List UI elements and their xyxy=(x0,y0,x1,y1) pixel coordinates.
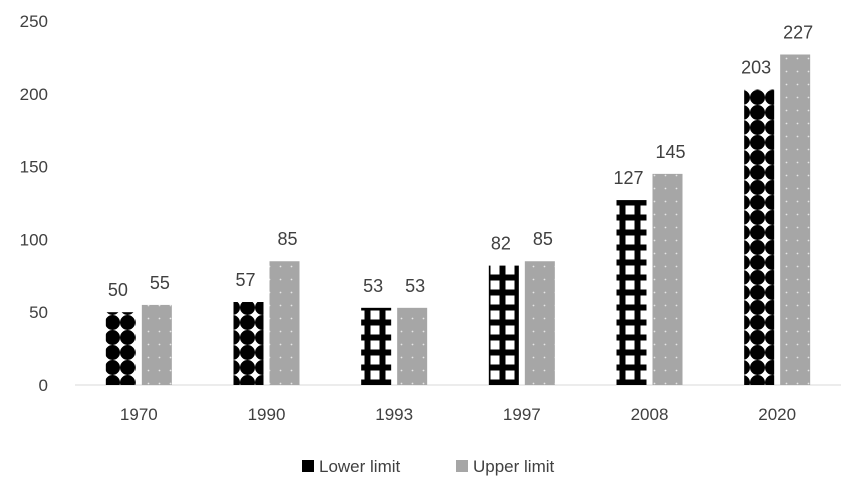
bar-lower-limit-1993 xyxy=(361,307,392,385)
data-labels: 50 55 57 85 53 53 82 85 127 145 203 227 xyxy=(108,22,813,300)
x-tick-label: 2008 xyxy=(631,405,669,424)
data-label-upper-limit-2008: 145 xyxy=(655,142,685,162)
x-tick-label: 1990 xyxy=(248,405,286,424)
x-tick-label: 1997 xyxy=(503,405,541,424)
y-tick-label: 50 xyxy=(29,303,48,322)
y-tick-label: 200 xyxy=(20,85,48,104)
bar-upper-limit-1997 xyxy=(524,261,555,385)
legend-swatch-upper-limit xyxy=(456,460,468,472)
data-label-lower-limit-1997: 82 xyxy=(491,234,511,254)
y-axis-tick-labels: 0 50 100 150 200 250 xyxy=(20,12,48,395)
legend-swatch-lower-limit xyxy=(302,460,314,472)
x-tick-label: 1970 xyxy=(120,405,158,424)
bar-lower-limit-1997 xyxy=(488,265,519,385)
bar-upper-limit-1990 xyxy=(269,261,300,385)
data-label-upper-limit-2020: 227 xyxy=(783,22,813,42)
y-tick-label: 0 xyxy=(39,376,48,395)
legend: Lower limit Upper limit xyxy=(302,457,555,476)
data-label-upper-limit-1997: 85 xyxy=(533,229,553,249)
data-label-lower-limit-2020: 203 xyxy=(741,57,771,77)
bar-lower-limit-1990 xyxy=(233,302,264,385)
data-label-upper-limit-1993: 53 xyxy=(405,276,425,296)
x-axis-tick-labels: 1970 1990 1993 1997 2008 2020 xyxy=(120,405,796,424)
x-tick-label: 1993 xyxy=(375,405,413,424)
x-tick-label: 2020 xyxy=(758,405,796,424)
data-label-lower-limit-1993: 53 xyxy=(363,276,383,296)
data-label-lower-limit-1970: 50 xyxy=(108,280,128,300)
data-label-lower-limit-2008: 127 xyxy=(613,168,643,188)
bars xyxy=(105,54,811,385)
data-label-upper-limit-1990: 85 xyxy=(277,229,297,249)
bar-upper-limit-1970 xyxy=(141,304,172,385)
y-tick-label: 100 xyxy=(20,230,48,249)
bar-upper-limit-2020 xyxy=(780,54,811,385)
y-tick-label: 150 xyxy=(20,158,48,177)
bar-upper-limit-1993 xyxy=(397,307,428,385)
data-label-lower-limit-1990: 57 xyxy=(235,270,255,290)
bar-lower-limit-2008 xyxy=(616,200,647,385)
y-tick-label: 250 xyxy=(20,12,48,31)
bar-lower-limit-2020 xyxy=(744,89,775,385)
legend-label-lower-limit: Lower limit xyxy=(319,457,401,476)
bar-lower-limit-1970 xyxy=(105,312,136,385)
data-label-upper-limit-1970: 55 xyxy=(150,273,170,293)
bar-upper-limit-2008 xyxy=(652,173,683,385)
legend-label-upper-limit: Upper limit xyxy=(473,457,555,476)
